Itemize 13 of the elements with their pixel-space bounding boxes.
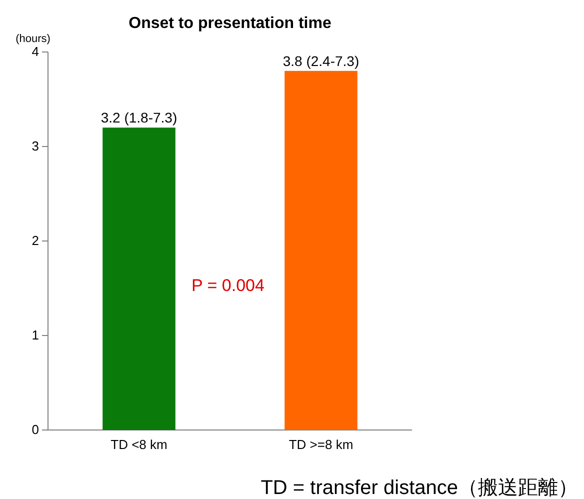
data-label: 3.2 (1.8-7.3) bbox=[100, 110, 178, 126]
y-tick-label: 4 bbox=[32, 44, 39, 60]
text: TD = transfer distance（搬送距離） bbox=[260, 477, 578, 499]
y-axis-title: (hours) bbox=[16, 33, 50, 45]
annotation: P = 0.004 bbox=[192, 276, 264, 295]
chart-title: Onset to presentation time bbox=[128, 15, 332, 32]
x-tick-label: TD <8 km bbox=[110, 437, 168, 452]
y-tick-label: 3 bbox=[32, 138, 39, 154]
x-tick-label: TD >=8 km bbox=[288, 437, 354, 452]
y-tick-label: 2 bbox=[32, 233, 39, 248]
y-tick-label: 1 bbox=[32, 328, 39, 343]
y-tick-label: 0 bbox=[32, 422, 39, 438]
data-label: 3.8 (2.4-7.3) bbox=[282, 52, 360, 69]
